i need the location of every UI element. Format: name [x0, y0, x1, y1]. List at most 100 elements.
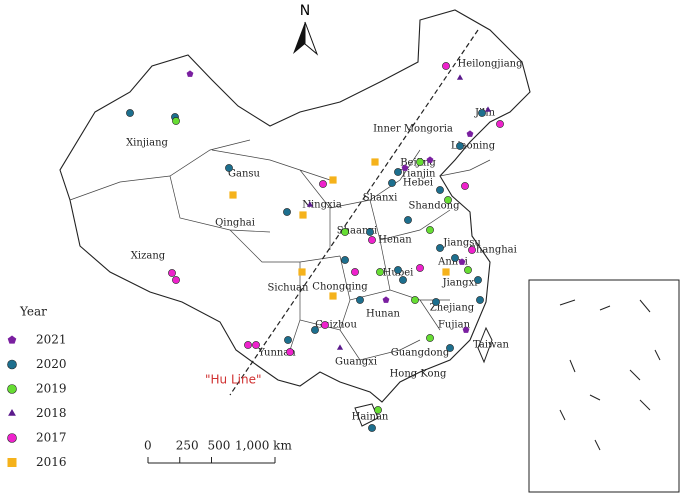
- site-marker: [456, 142, 464, 150]
- site-marker: [426, 156, 434, 163]
- site-marker: [416, 264, 424, 272]
- site-marker: [284, 336, 292, 344]
- site-marker: [462, 326, 470, 333]
- site-marker: [172, 117, 180, 125]
- region-label: Shanxi: [363, 193, 398, 204]
- site-marker: [466, 130, 474, 137]
- site-marker: [456, 74, 464, 80]
- region-label: Jiangsu: [442, 238, 481, 249]
- legend-label: 2018: [36, 406, 67, 420]
- legend-marker: [8, 409, 16, 416]
- legend-marker: [7, 458, 17, 467]
- site-marker: [451, 254, 459, 262]
- site-marker: [306, 201, 314, 207]
- legend-label: 2017: [36, 431, 67, 445]
- region-label: Sichuan: [268, 283, 309, 294]
- site-marker: [311, 326, 319, 334]
- site-marker: [172, 276, 180, 284]
- site-marker: [321, 321, 329, 329]
- legend-title: Year: [19, 305, 47, 319]
- site-marker: [368, 424, 376, 432]
- region-label: Hebei: [403, 178, 433, 189]
- region-label: Guangdong: [391, 348, 450, 359]
- region-label: Chongqing: [312, 282, 368, 293]
- site-marker: [368, 236, 376, 244]
- legend-marker: [7, 359, 17, 370]
- region-label: Heilongjiang: [458, 59, 524, 70]
- region-label: Xinjiang: [126, 138, 168, 149]
- site-marker: [484, 106, 492, 112]
- country-outline: [59, 9, 531, 403]
- site-marker: [388, 179, 396, 187]
- site-marker: [329, 292, 337, 300]
- legend-label: 2016: [36, 455, 67, 469]
- site-marker: [394, 266, 402, 274]
- site-marker: [442, 62, 450, 70]
- region-label: Jiangxi: [442, 278, 478, 289]
- site-marker: [411, 296, 419, 304]
- scale-label: 250: [176, 439, 199, 453]
- scale-label: 0: [144, 439, 152, 453]
- site-marker: [319, 180, 327, 188]
- province-borders: [69, 139, 491, 361]
- region-label: Inner Mongoria: [373, 124, 453, 135]
- legend-marker: [7, 384, 17, 394]
- site-marker: [186, 70, 194, 77]
- site-marker: [496, 120, 504, 128]
- site-marker: [329, 176, 337, 184]
- site-marker: [299, 211, 307, 219]
- region-label: Hainan: [352, 412, 389, 423]
- region-label: Gansu: [228, 169, 261, 180]
- region-label: Shanghai: [469, 245, 517, 256]
- north-arrow: [293, 22, 305, 54]
- region-label: Hunan: [366, 309, 401, 320]
- hainan: [354, 403, 379, 427]
- scale-label: 500: [208, 439, 231, 453]
- region-label: Anhui: [437, 257, 468, 268]
- region-label: Taiwan: [473, 340, 510, 351]
- region-label: Fujian: [438, 320, 471, 331]
- site-marker: [351, 268, 359, 276]
- site-marker: [478, 109, 486, 117]
- legend-label: 2021: [36, 333, 67, 347]
- site-marker: [404, 216, 412, 224]
- region-label: Tianjin: [400, 169, 436, 180]
- site-marker: [283, 208, 291, 216]
- legend-label: 2020: [36, 357, 67, 371]
- site-marker: [401, 164, 409, 171]
- site-marker: [432, 298, 440, 306]
- site-marker: [286, 348, 294, 356]
- site-marker: [341, 256, 349, 264]
- site-marker: [229, 191, 237, 199]
- region-label: Liaoning: [451, 141, 496, 152]
- site-marker: [341, 228, 349, 236]
- hu-line: [229, 29, 479, 396]
- site-marker: [436, 244, 444, 252]
- site-marker: [298, 268, 306, 276]
- region-label: Shandong: [409, 201, 461, 212]
- site-marker: [458, 258, 466, 265]
- site-marker: [382, 296, 390, 303]
- site-marker: [371, 158, 379, 166]
- site-marker: [356, 296, 364, 304]
- region-label: Shaanxi: [337, 226, 378, 237]
- site-marker: [474, 276, 482, 284]
- region-label: Guizhou: [315, 320, 357, 331]
- region-label: Henan: [378, 235, 412, 246]
- north-arrow-right: [304, 21, 319, 56]
- inset-frame: [528, 279, 680, 493]
- site-marker: [376, 268, 384, 276]
- region-label: Hong Kong: [390, 369, 447, 380]
- site-marker: [444, 196, 452, 204]
- site-marker: [244, 341, 252, 349]
- site-marker: [461, 182, 469, 190]
- site-marker: [366, 228, 374, 236]
- hu-line-label: "Hu Line": [205, 373, 262, 387]
- legend-label: 2019: [36, 382, 67, 396]
- site-marker: [252, 341, 260, 349]
- site-marker: [394, 168, 402, 176]
- site-marker: [225, 164, 233, 172]
- site-marker: [446, 344, 454, 352]
- inset-islands: [559, 299, 661, 451]
